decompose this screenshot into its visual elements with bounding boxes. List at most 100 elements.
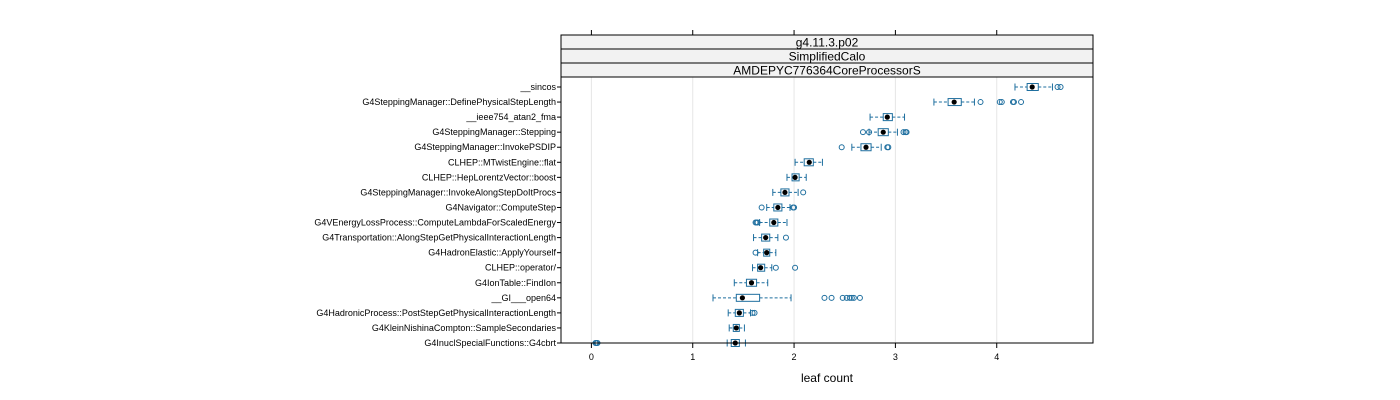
iqr-box	[757, 263, 766, 272]
y-axis-label: CLHEP::operator/	[485, 263, 557, 273]
iqr-box	[734, 308, 744, 317]
outlier-point	[752, 249, 759, 256]
boxes	[592, 83, 1064, 347]
outlier-point	[998, 99, 1005, 106]
median-dot	[758, 265, 764, 271]
y-axis-label: G4HadronicProcess::PostStepGetPhysicalIn…	[316, 308, 556, 318]
box-row	[712, 293, 863, 302]
iqr-box	[947, 98, 962, 107]
x-axis: 0 1 2 3 4	[589, 30, 999, 362]
iqr-box	[769, 218, 779, 227]
median-dot	[880, 129, 886, 135]
y-axis-label: __ieee754_atan2_fma	[465, 112, 556, 122]
outlier-point	[848, 294, 855, 301]
median-dot	[775, 204, 781, 211]
outlier-point	[1018, 99, 1025, 106]
x-tick-label: 4	[994, 352, 999, 362]
y-axis-label: G4SteppingManager::InvokePSDIP	[414, 142, 556, 152]
y-axis-label: G4SteppingManager::InvokeAlongStepDoItPr…	[360, 187, 556, 197]
box-row	[933, 98, 1025, 107]
outlier-point	[838, 144, 845, 151]
outlier-point	[859, 129, 866, 136]
x-axis-title: leaf count	[801, 371, 854, 385]
outlier-point	[900, 129, 907, 136]
y-axis-label: G4HadronElastic::ApplyYourself	[428, 248, 556, 258]
outlier-point	[821, 294, 828, 301]
median-dot	[1029, 84, 1035, 90]
median-dot	[736, 310, 742, 316]
box-row	[752, 263, 799, 272]
median-dot	[764, 250, 770, 256]
box-row	[794, 158, 823, 167]
outlier-point	[839, 294, 846, 301]
box-row	[733, 278, 769, 287]
gridlines	[590, 77, 998, 343]
box-row	[772, 188, 807, 197]
box-row	[727, 308, 758, 317]
outlier-point	[846, 294, 853, 301]
iqr-box	[860, 143, 872, 152]
outlier-point	[782, 234, 789, 241]
median-dot	[863, 144, 869, 150]
outlier-point	[791, 204, 798, 211]
median-dot	[763, 234, 769, 241]
outlier-point	[1054, 84, 1061, 90]
y-axis-label: CLHEP::HepLorentzVector::boost	[422, 172, 557, 182]
box-row	[728, 323, 745, 332]
iqr-box	[763, 248, 771, 257]
outlier-point	[903, 129, 910, 136]
y-axis-label: G4Navigator::ComputeStep	[445, 202, 556, 212]
box-row	[752, 248, 777, 257]
y-axis-label: __sincos	[519, 82, 556, 92]
iqr-box	[780, 188, 790, 197]
median-dot	[782, 189, 788, 196]
median-dot	[771, 219, 777, 226]
iqr-box	[732, 323, 740, 332]
y-axis-label: CLHEP::MTwistEngine::flat	[448, 157, 557, 167]
median-dot	[748, 280, 755, 286]
y-axis-label: G4IonTable::FindIon	[475, 278, 556, 288]
outlier-point	[1010, 99, 1017, 106]
iqr-box	[803, 158, 814, 167]
outlier-point	[850, 294, 857, 301]
y-axis-label: G4SteppingManager::DefinePhysicalStepLen…	[362, 97, 556, 107]
y-axis-label: G4InuclSpecialFunctions::G4cbrt	[424, 338, 556, 348]
iqr-box	[735, 293, 761, 302]
y-axis-label: __GI___open64	[490, 293, 556, 303]
iqr-box	[773, 203, 783, 212]
box-row	[1014, 83, 1064, 91]
iqr-box	[882, 113, 893, 122]
strip-label-2: SimplifiedCalo	[789, 50, 866, 64]
y-axis-label: G4VEnergyLossProcess::ComputeLambdaForSc…	[314, 218, 556, 228]
box-row	[869, 113, 906, 122]
outlier-point	[800, 189, 807, 196]
strip-label-1: g4.11.3.p02	[796, 36, 859, 50]
y-axis-label: G4KleinNishinaCompton::SampleSecondaries	[372, 323, 557, 333]
box-row	[786, 173, 807, 182]
x-tick-label: 0	[589, 352, 594, 362]
box-row	[859, 128, 910, 137]
box-row	[758, 203, 798, 212]
iqr-box	[761, 233, 771, 242]
median-dot	[739, 295, 745, 301]
x-tick-label: 2	[792, 352, 797, 362]
outlier-point	[856, 294, 863, 301]
median-dot	[884, 114, 890, 120]
iqr-box	[1026, 83, 1039, 91]
outlier-point	[754, 219, 761, 226]
box-row	[752, 218, 788, 227]
outlier-point	[885, 144, 892, 151]
median-dot	[792, 174, 798, 180]
outlier-point	[866, 129, 873, 136]
outlier-point	[751, 309, 758, 316]
strip-label-3: AMDEPYC776364CoreProcessorS	[733, 64, 920, 78]
plot-frame	[560, 76, 1094, 344]
iqr-box	[877, 128, 889, 137]
median-dot	[806, 159, 812, 165]
iqr-box	[745, 278, 758, 287]
box-row	[753, 233, 789, 242]
x-tick-label: 1	[690, 352, 695, 362]
y-axis-labels: __sincosG4SteppingManager::DefinePhysica…	[314, 82, 561, 348]
outlier-point	[772, 264, 779, 271]
